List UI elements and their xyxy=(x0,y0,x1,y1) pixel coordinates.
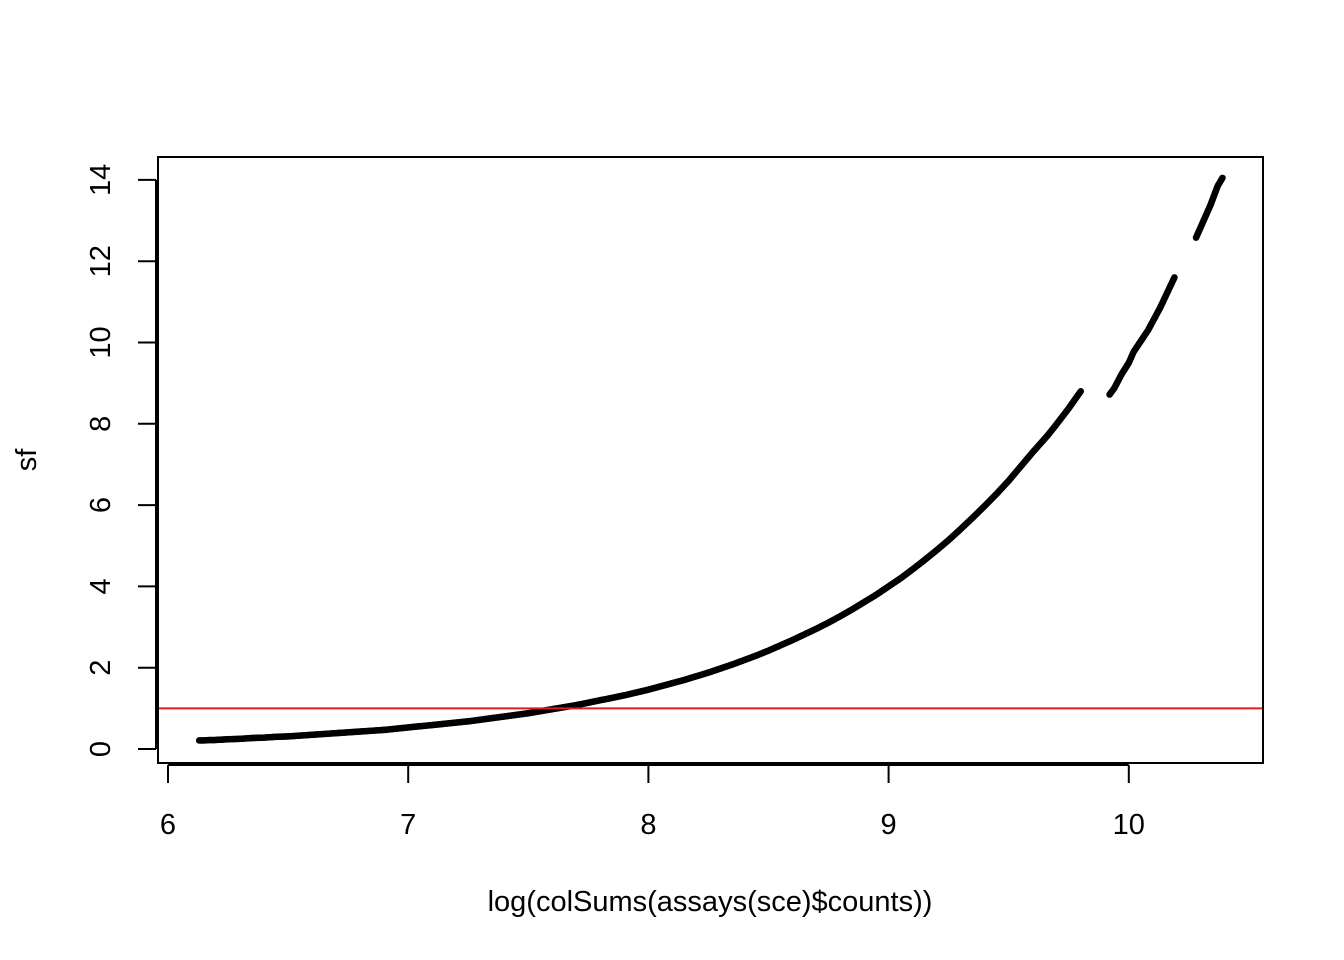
x-tick-label: 6 xyxy=(160,809,176,841)
y-tick-label: 0 xyxy=(85,741,117,757)
x-tick-label: 9 xyxy=(881,809,897,841)
y-tick-label: 10 xyxy=(85,326,117,358)
data-point xyxy=(1219,174,1226,182)
y-axis-label: sf xyxy=(11,448,43,472)
y-axis: 0 2 4 6 8 10 12 14 xyxy=(85,164,157,757)
y-tick-label: 14 xyxy=(85,164,117,196)
plot-frame xyxy=(157,156,1264,764)
y-tick-label: 8 xyxy=(85,416,117,432)
points-layer xyxy=(195,174,1226,744)
y-tick-label: 4 xyxy=(85,578,117,594)
x-axis-label: log(colSums(assays(sce)$counts)) xyxy=(488,886,933,918)
data-point xyxy=(1171,274,1178,281)
y-tick-label: 6 xyxy=(85,497,117,513)
x-tick-label: 8 xyxy=(640,809,656,841)
x-tick-label: 7 xyxy=(400,809,416,841)
y-tick-label: 12 xyxy=(85,245,117,277)
x-axis: 6 7 8 9 10 xyxy=(160,764,1145,841)
data-point xyxy=(1077,387,1085,395)
x-tick-label: 10 xyxy=(1113,809,1145,841)
y-tick-label: 2 xyxy=(85,660,117,676)
